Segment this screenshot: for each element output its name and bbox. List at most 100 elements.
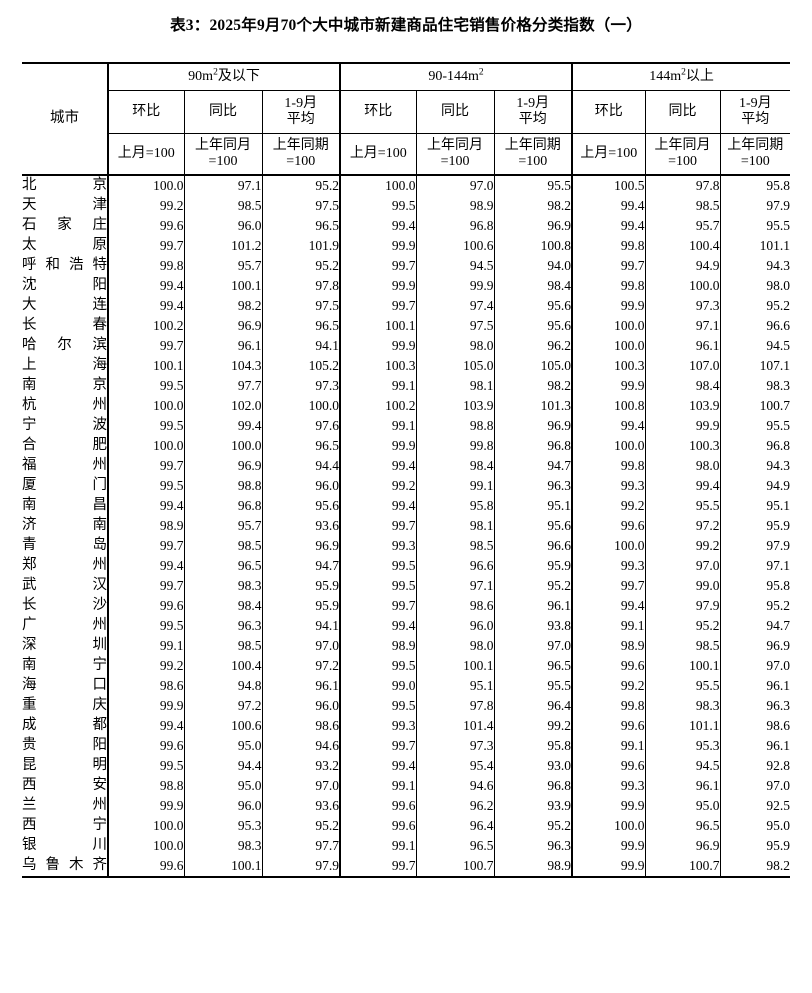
header-group-row: 城市 90m2及以下 90-144m2 144m2以上	[22, 61, 791, 176]
price-index-cell: 100.0	[339, 174, 417, 196]
price-index-cell: 99.4	[183, 415, 262, 436]
price-index-cell: 100.0	[261, 395, 341, 416]
city-name-cell: 呼和浩特	[22, 255, 109, 276]
metric-label: 环比	[132, 103, 161, 119]
price-index-cell: 94.0	[493, 255, 573, 276]
price-index-cell: 99.4	[107, 715, 184, 736]
price-index-cell: 97.0	[719, 655, 791, 676]
city-name-cell: 天津	[22, 195, 109, 216]
table-row: 上海 100.1 104.3 105.2 100.3 105.0 105.0 100.3 107…	[22, 355, 791, 376]
city-name-cell: 沈阳	[22, 275, 109, 296]
price-index-cell: 100.6	[183, 715, 262, 736]
price-index-cell: 98.6	[415, 595, 495, 616]
price-index-cell: 100.2	[107, 315, 184, 336]
price-index-cell: 95.5	[644, 495, 721, 516]
price-index-cell: 95.5	[644, 675, 721, 696]
price-index-cell: 100.1	[107, 355, 184, 376]
price-index-cell: 96.5	[261, 315, 341, 336]
price-index-cell: 100.0	[644, 275, 721, 296]
price-index-cell: 99.1	[571, 615, 646, 636]
price-index-cell: 100.1	[415, 655, 495, 676]
table-row: 大连 99.4 98.2 97.5 99.7 97.4 95.6 99.9 97.3 95.2	[22, 295, 791, 316]
metric-header-mom-small: 环比	[107, 90, 184, 134]
price-index-cell: 99.4	[644, 475, 721, 496]
price-index-cell: 96.3	[719, 695, 791, 716]
city-header-label: 城市	[50, 110, 79, 127]
price-index-cell: 99.1	[339, 375, 417, 396]
price-index-cell: 98.8	[183, 475, 262, 496]
price-index-cell: 97.4	[415, 295, 495, 316]
city-name-cell: 宁波	[22, 415, 109, 436]
city-name-cell: 厦门	[22, 475, 109, 496]
basis-label-line2: =100	[286, 153, 316, 169]
price-index-cell: 94.3	[719, 455, 791, 476]
table-row: 合肥 100.0 100.0 96.5 99.9 99.8 96.8 100.0 100.3 96…	[22, 435, 791, 456]
price-index-cell: 98.2	[719, 855, 791, 878]
city-name-cell: 杭州	[22, 395, 109, 416]
price-index-cell: 99.1	[339, 775, 417, 796]
price-index-cell: 96.9	[719, 635, 791, 656]
price-index-cell: 97.3	[644, 295, 721, 316]
price-index-cell: 95.0	[644, 795, 721, 816]
price-index-cell: 95.2	[644, 615, 721, 636]
price-index-cell: 96.3	[493, 835, 573, 856]
group-header-small: 90m2及以下	[106, 61, 341, 91]
price-index-cell: 99.5	[107, 375, 184, 396]
price-index-cell: 96.4	[493, 695, 573, 716]
price-index-cell: 101.3	[493, 395, 573, 416]
price-index-cell: 100.3	[339, 355, 417, 376]
basis-label-line1: 上年同期	[727, 137, 784, 153]
metric-label: 同比	[209, 103, 237, 119]
price-index-cell: 99.4	[339, 495, 417, 516]
metric-label: 同比	[441, 103, 470, 119]
metric-label-line1: 1-9月	[516, 95, 550, 111]
price-index-cell: 99.4	[107, 295, 184, 316]
price-index-cell: 99.7	[107, 455, 184, 476]
price-index-cell: 95.1	[415, 675, 495, 696]
price-index-cell: 99.9	[571, 375, 646, 396]
price-index-cell: 99.0	[644, 575, 721, 596]
price-index-cell: 99.4	[107, 495, 184, 516]
price-index-cell: 100.0	[107, 815, 184, 836]
price-index-cell: 95.0	[183, 775, 262, 796]
table-row: 太原 99.7 101.2 101.9 99.9 100.6 100.8 99.8 100.4 1…	[22, 235, 791, 256]
city-name-cell: 西宁	[22, 815, 109, 836]
table-body: 北京 100.0 97.1 95.2 100.0 97.0 95.5 100.5 97.8 95.…	[22, 174, 791, 878]
price-index-cell: 101.1	[719, 235, 791, 256]
price-index-cell: 94.5	[719, 335, 791, 356]
price-index-cell: 96.2	[415, 795, 495, 816]
price-index-cell: 96.9	[183, 455, 262, 476]
price-index-cell: 96.5	[261, 435, 341, 456]
price-index-cell: 100.0	[571, 335, 646, 356]
city-name-cell: 哈尔滨	[22, 335, 109, 356]
group-label-main-0: 90m	[188, 68, 214, 84]
price-index-cell: 99.6	[571, 715, 646, 736]
price-index-cell: 99.9	[571, 795, 646, 816]
price-index-cell: 97.5	[415, 315, 495, 336]
price-index-cell: 94.4	[183, 755, 262, 776]
metric-header-mom-medium: 环比	[339, 90, 417, 134]
price-index-cell: 103.9	[415, 395, 495, 416]
price-index-cell: 97.7	[183, 375, 262, 396]
price-index-cell: 98.4	[183, 595, 262, 616]
price-index-cell: 93.0	[493, 755, 573, 776]
basis-label-line1: 上年同期	[504, 137, 561, 153]
price-index-cell: 96.5	[183, 555, 262, 576]
price-index-cell: 92.8	[719, 755, 791, 776]
table-row: 厦门 99.5 98.8 96.0 99.2 99.1 96.3 99.3 99.4 94.9	[22, 475, 791, 496]
price-index-cell: 97.0	[261, 775, 341, 796]
price-index-cell: 96.8	[493, 775, 573, 796]
price-index-cell: 100.3	[571, 355, 646, 376]
price-index-cell: 95.1	[493, 495, 573, 516]
city-name-cell: 上海	[22, 355, 109, 376]
price-index-cell: 97.1	[644, 315, 721, 336]
price-index-cell: 95.0	[183, 735, 262, 756]
price-index-cell: 94.4	[261, 455, 341, 476]
price-index-cell: 95.2	[261, 174, 341, 196]
price-index-cell: 96.0	[183, 215, 262, 236]
price-index-cell: 105.2	[261, 355, 341, 376]
price-index-cell: 105.0	[415, 355, 495, 376]
price-index-cell: 100.8	[493, 235, 573, 256]
price-index-cell: 100.1	[644, 655, 721, 676]
city-name-cell: 长春	[22, 315, 109, 336]
